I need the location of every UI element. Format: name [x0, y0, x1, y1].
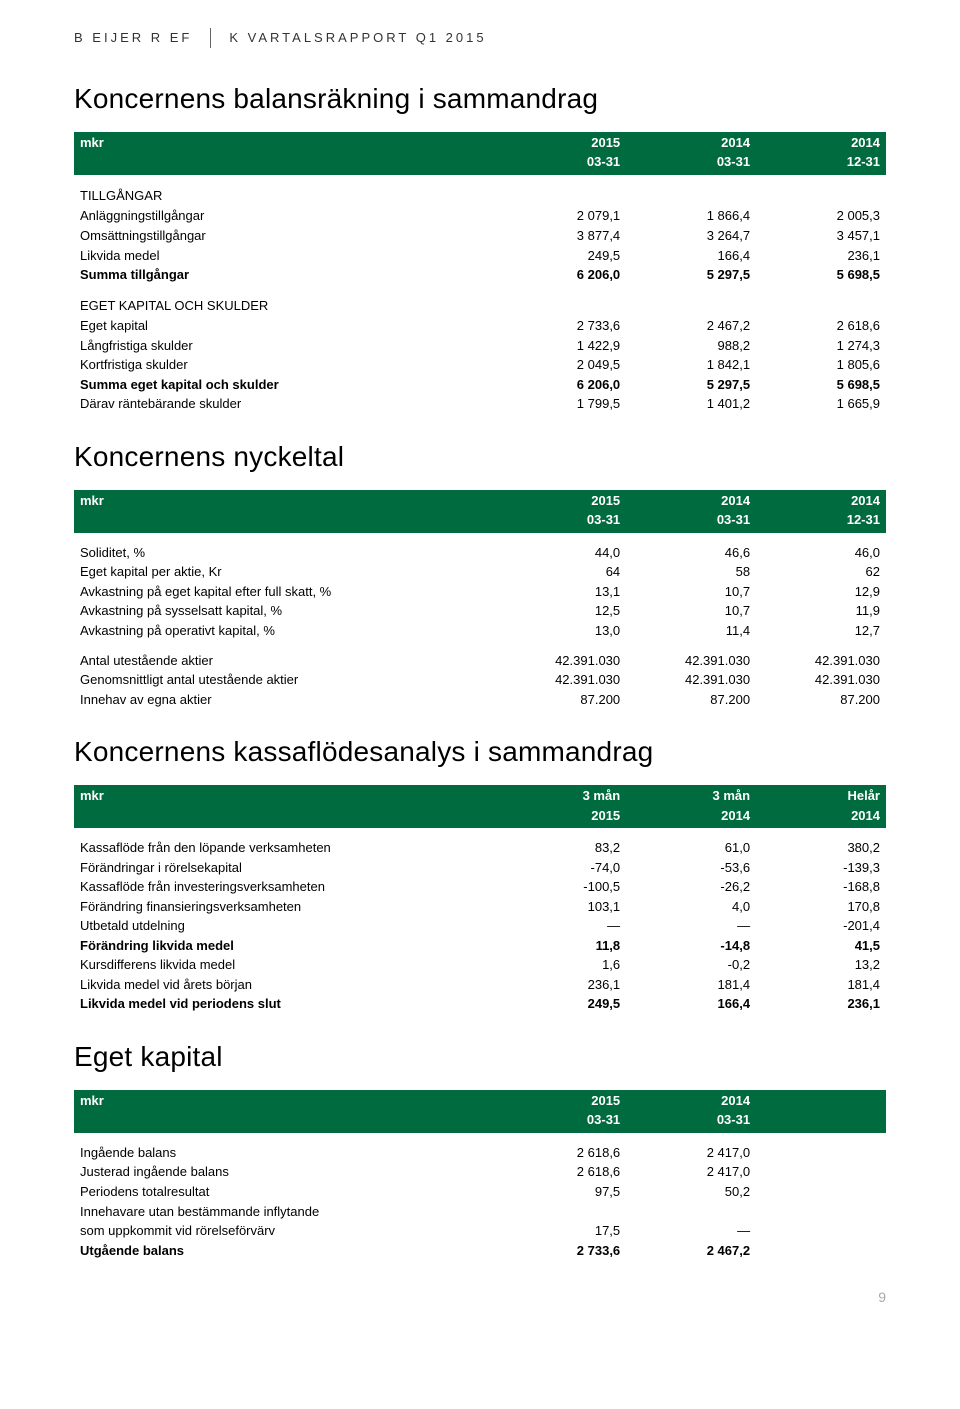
balance-title: Koncernens balansräkning i sammandrag	[74, 80, 886, 118]
header-report: K VARTALSRAPPORT Q1 2015	[211, 29, 486, 47]
section-head: EGET KAPITAL OCH SKULDER	[74, 285, 886, 317]
cashflow-title: Koncernens kassaflödesanalys i sammandra…	[74, 733, 886, 771]
sub-1: 03-31	[496, 153, 626, 175]
sub-2: 03-31	[626, 153, 756, 175]
keyfig-body: Soliditet, %44,046,646,0Eget kapital per…	[74, 533, 886, 709]
sub-3: 12-31	[756, 153, 886, 175]
table-row: Innehav av egna aktier87.20087.20087.200	[74, 690, 886, 710]
keyfig-table: mkr 2015 2014 2014 03-31 03-31 12-31 Sol…	[74, 490, 886, 709]
header-brand: B EIJER R EF	[74, 29, 210, 47]
table-row: Innehavare utan bestämmande inflytande	[74, 1202, 886, 1222]
table-row: Likvida medel vid årets början236,1181,4…	[74, 975, 886, 995]
col-2: 2014	[626, 132, 756, 154]
table-row: Anläggningstillgångar2 079,11 866,42 005…	[74, 206, 886, 226]
balance-table: mkr 2015 2014 2014 03-31 03-31 12-31 TIL…	[74, 132, 886, 414]
table-row: Kassaflöde från investeringsverksamheten…	[74, 877, 886, 897]
table-row: Förändringar i rörelsekapital-74,0-53,6-…	[74, 858, 886, 878]
table-row: Summa tillgångar6 206,05 297,55 698,5	[74, 265, 886, 285]
table-row: som uppkommit vid rörelseförvärv17,5—	[74, 1221, 886, 1241]
table-row: Avkastning på eget kapital efter full sk…	[74, 582, 886, 602]
page-number: 9	[74, 1266, 886, 1307]
table-row: Justerad ingående balans2 618,62 417,0	[74, 1162, 886, 1182]
equity-body: Ingående balans2 618,62 417,0Justerad in…	[74, 1133, 886, 1260]
section-head: TILLGÅNGAR	[74, 175, 886, 207]
table-row: Ingående balans2 618,62 417,0	[74, 1143, 886, 1163]
col-3: 2014	[756, 132, 886, 154]
table-row: Förändring likvida medel11,8-14,841,5	[74, 936, 886, 956]
col-1: 2015	[496, 132, 626, 154]
keyfig-title: Koncernens nyckeltal	[74, 438, 886, 476]
table-row: Omsättningstillgångar3 877,43 264,73 457…	[74, 226, 886, 246]
col-label: mkr	[74, 132, 496, 154]
table-row: Avkastning på sysselsatt kapital, %12,51…	[74, 601, 886, 621]
table-row: Eget kapital2 733,62 467,22 618,6	[74, 316, 886, 336]
table-row: Summa eget kapital och skulder6 206,05 2…	[74, 375, 886, 395]
table-row: Förändring finansieringsverksamheten103,…	[74, 897, 886, 917]
balance-body: TILLGÅNGARAnläggningstillgångar2 079,11 …	[74, 175, 886, 414]
table-row: Likvida medel vid periodens slut249,5166…	[74, 994, 886, 1014]
table-row: Eget kapital per aktie, Kr645862	[74, 562, 886, 582]
table-row: Antal utestående aktier42.391.03042.391.…	[74, 651, 886, 671]
equity-title: Eget kapital	[74, 1038, 886, 1076]
page-header: B EIJER R EF K VARTALSRAPPORT Q1 2015	[74, 28, 886, 54]
table-row: Därav räntebärande skulder1 799,51 401,2…	[74, 394, 886, 414]
table-row: Periodens totalresultat97,550,2	[74, 1182, 886, 1202]
table-row: Genomsnittligt antal utestående aktier42…	[74, 670, 886, 690]
table-row: Långfristiga skulder1 422,9988,21 274,3	[74, 336, 886, 356]
table-row: Likvida medel249,5166,4236,1	[74, 246, 886, 266]
table-row: Utgående balans2 733,62 467,2	[74, 1241, 886, 1261]
table-row: Avkastning på operativt kapital, %13,011…	[74, 621, 886, 641]
cashflow-body: Kassaflöde från den löpande verksamheten…	[74, 828, 886, 1014]
equity-table: mkr 2015 2014 03-31 03-31 Ingående balan…	[74, 1090, 886, 1260]
cashflow-table: mkr 3 mån 3 mån Helår 2015 2014 2014 Kas…	[74, 785, 886, 1014]
table-row: Soliditet, %44,046,646,0	[74, 543, 886, 563]
table-row: Utbetald utdelning——-201,4	[74, 916, 886, 936]
table-row: Kassaflöde från den löpande verksamheten…	[74, 838, 886, 858]
table-row: Kortfristiga skulder2 049,51 842,11 805,…	[74, 355, 886, 375]
table-row: Kursdifferens likvida medel1,6-0,213,2	[74, 955, 886, 975]
